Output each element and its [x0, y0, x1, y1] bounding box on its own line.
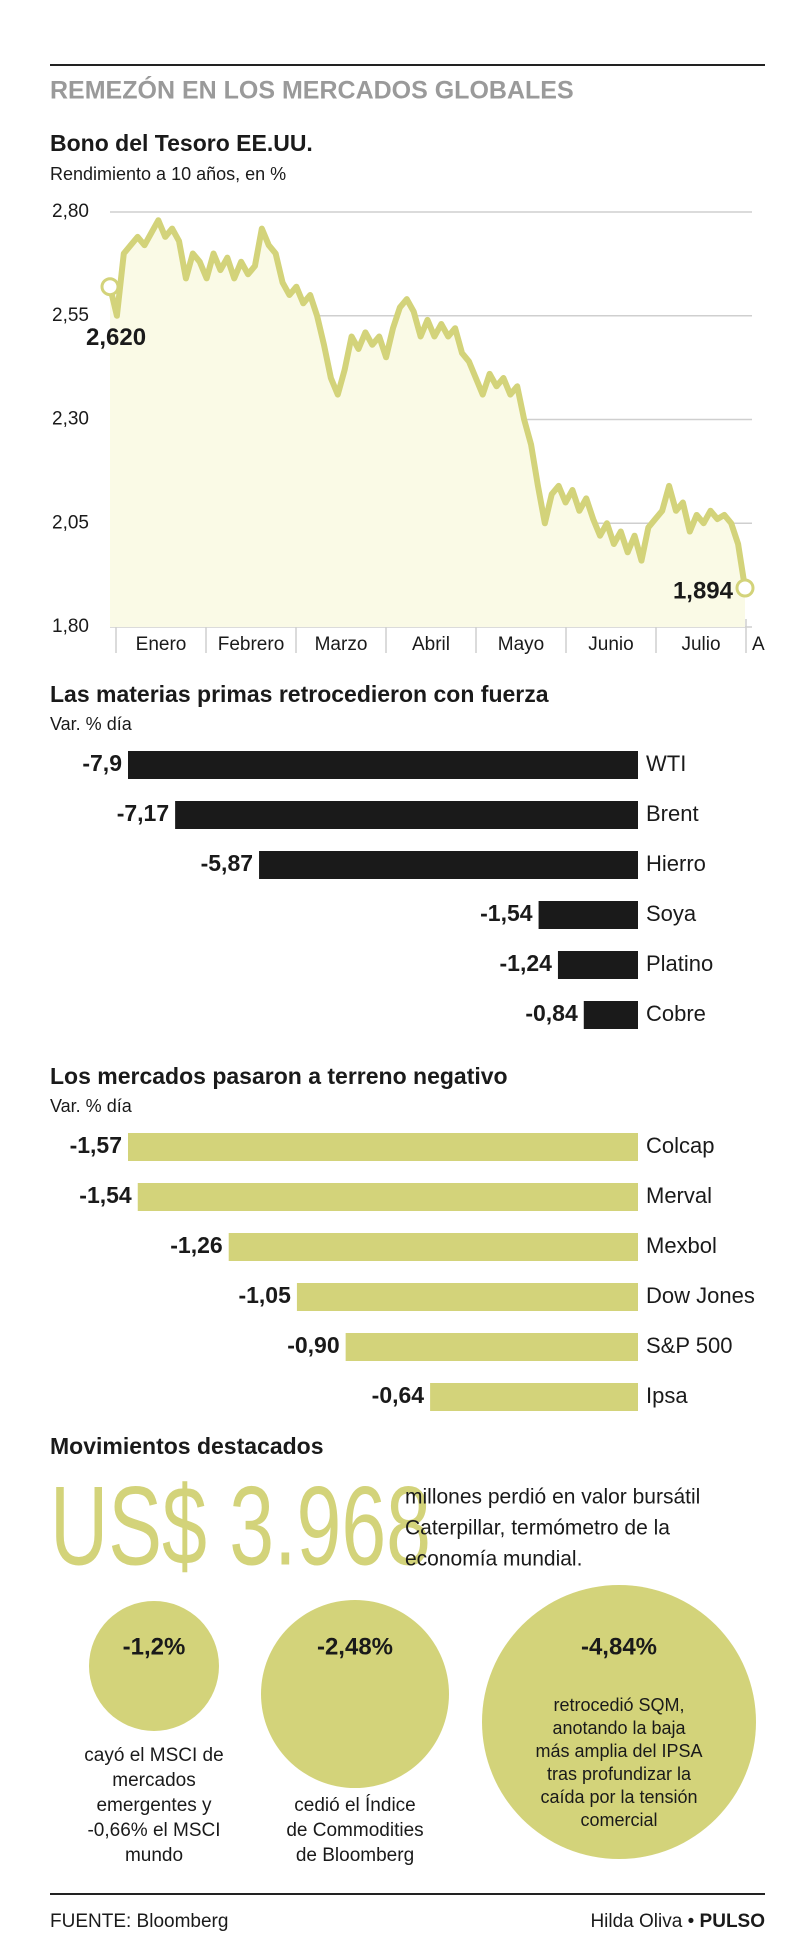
- bar: [128, 751, 638, 779]
- bar: [228, 1233, 639, 1261]
- circle-text: de Bloomberg: [296, 1845, 414, 1866]
- area: [110, 220, 745, 628]
- bar: [557, 951, 638, 979]
- category-label: Mexbol: [646, 1233, 717, 1258]
- circle-text: comercial: [580, 1810, 657, 1830]
- annotation: 1,894: [673, 577, 734, 604]
- circle-value: -2,48%: [317, 1633, 393, 1660]
- bar: [345, 1333, 638, 1361]
- x-tick-label: Julio: [681, 634, 720, 655]
- separator: •: [682, 1911, 699, 1932]
- value-label: -0,84: [525, 1000, 578, 1026]
- y-tick-label: 2,05: [52, 512, 89, 533]
- big-number: US$ 3.968: [50, 1464, 431, 1589]
- y-tick-label: 2,55: [52, 305, 89, 326]
- chart-title: Bono del Tesoro EE.UU.: [50, 130, 313, 156]
- highlights-title: Movimientos destacados: [50, 1433, 324, 1459]
- author: Hilda Oliva: [590, 1911, 682, 1932]
- circle-text: cedió el Índice: [294, 1795, 415, 1816]
- value-label: -1,26: [170, 1232, 222, 1258]
- end-point: [735, 578, 755, 598]
- bar: [137, 1183, 638, 1211]
- category-label: Cobre: [646, 1001, 706, 1026]
- circle-text: caída por la tensión: [540, 1787, 697, 1807]
- outlet: PULSO: [700, 1911, 765, 1932]
- bar: [175, 801, 638, 829]
- circle-text: emergentes y: [96, 1795, 212, 1816]
- circle-text: -0,66% el MSCI: [87, 1820, 220, 1841]
- x-tick-label: Mayo: [498, 634, 544, 655]
- circle-text: mundo: [125, 1845, 183, 1866]
- category-label: S&P 500: [646, 1333, 732, 1358]
- value-label: -5,87: [201, 850, 253, 876]
- circle-text: mercados: [112, 1770, 195, 1791]
- x-tick-label: Junio: [588, 634, 633, 655]
- bar: [128, 1133, 638, 1161]
- circle-text: anotando la baja: [552, 1718, 686, 1738]
- circle-text: más amplia del IPSA: [535, 1741, 702, 1761]
- x-tick-label: A: [752, 634, 765, 655]
- bar: [538, 901, 638, 929]
- line: [107, 217, 748, 589]
- bar: [583, 1001, 638, 1029]
- y-tick-label: 1,80: [52, 616, 89, 637]
- category-label: Brent: [646, 801, 699, 826]
- main-title: REMEZÓN EN LOS MERCADOS GLOBALES: [50, 75, 574, 105]
- category-label: Soya: [646, 901, 697, 926]
- value-label: -7,17: [117, 800, 169, 826]
- x-tick-label: Febrero: [218, 634, 285, 655]
- end-point: [100, 277, 120, 297]
- x-tick-label: Marzo: [315, 634, 368, 655]
- value-label: -1,57: [70, 1132, 122, 1158]
- circle-value: -1,2%: [123, 1633, 186, 1660]
- circle-text: retrocedió SQM,: [553, 1695, 684, 1715]
- highlight-circle: [261, 1600, 449, 1788]
- highlight-circle: [89, 1601, 219, 1731]
- category-label: Colcap: [646, 1133, 714, 1158]
- source: FUENTE: Bloomberg: [50, 1911, 228, 1932]
- bar: [259, 851, 638, 879]
- chart-subtitle: Rendimiento a 10 años, en %: [50, 164, 286, 184]
- chart-title: Los mercados pasaron a terreno negativo: [50, 1063, 508, 1089]
- value-label: -7,9: [82, 750, 122, 776]
- annotation: 2,620: [86, 324, 146, 351]
- chart-subtitle: Var. % día: [50, 714, 133, 734]
- value-label: -0,64: [372, 1382, 425, 1408]
- category-label: Dow Jones: [646, 1283, 755, 1308]
- bar: [296, 1283, 638, 1311]
- value-label: -1,24: [500, 950, 553, 976]
- circle-text: cayó el MSCI de: [84, 1745, 223, 1766]
- y-tick-label: 2,30: [52, 409, 89, 430]
- y-tick-label: 2,80: [52, 201, 89, 222]
- category-label: Platino: [646, 951, 713, 976]
- value-label: -1,54: [480, 900, 533, 926]
- x-tick-label: Enero: [136, 634, 187, 655]
- big-number-text: Caterpillar, termómetro de la: [405, 1517, 670, 1540]
- category-label: Merval: [646, 1183, 712, 1208]
- category-label: Ipsa: [646, 1383, 688, 1408]
- bar: [430, 1383, 638, 1411]
- category-label: Hierro: [646, 851, 706, 876]
- category-label: WTI: [646, 751, 686, 776]
- x-tick-label: Abril: [412, 634, 450, 655]
- circle-text: tras profundizar la: [547, 1764, 692, 1784]
- value-label: -1,54: [79, 1182, 132, 1208]
- circle-text: de Commodities: [286, 1820, 423, 1841]
- credit: Hilda Oliva • PULSO: [590, 1911, 765, 1932]
- chart-subtitle: Var. % día: [50, 1096, 133, 1116]
- big-number-text: millones perdió en valor bursátil: [405, 1486, 700, 1509]
- circle-value: -4,84%: [581, 1633, 657, 1660]
- highlight-circle: [482, 1585, 756, 1859]
- value-label: -0,90: [287, 1332, 339, 1358]
- chart-title: Las materias primas retrocedieron con fu…: [50, 681, 549, 707]
- value-label: -1,05: [238, 1282, 291, 1308]
- big-number-text: economía mundial.: [405, 1548, 582, 1571]
